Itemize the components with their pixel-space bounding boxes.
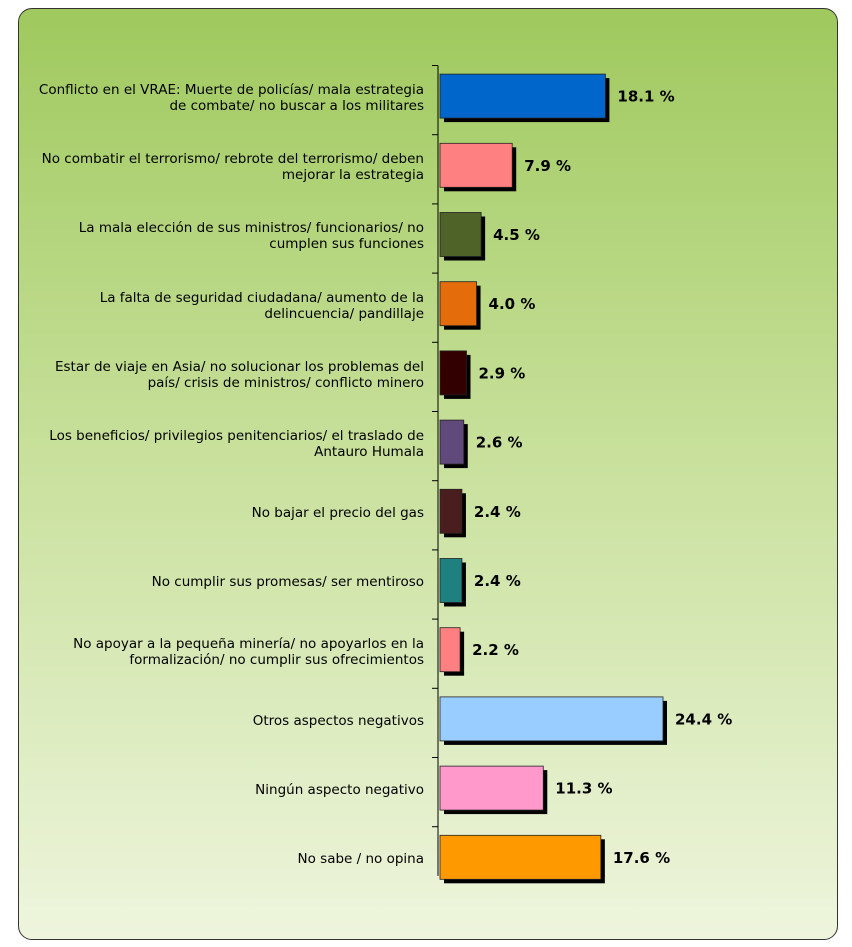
value-label: 2.4 % [474, 572, 521, 590]
bar [439, 834, 602, 880]
category-label: Ningún aspecto negativo [255, 782, 424, 799]
category-label: Estar de viaje en Asia/ no solucionar lo… [54, 358, 424, 391]
category-label-box: No bajar el precio del gas [22, 479, 424, 548]
bar [439, 627, 461, 673]
bar [439, 281, 477, 327]
category-label: Otros aspectos negativos [252, 712, 424, 729]
chart-panel [18, 8, 838, 940]
category-label-box: Los beneficios/ privilegios penitenciari… [22, 410, 424, 479]
value-label: 17.6 % [613, 849, 670, 867]
category-label: No combatir el terrorismo/ rebrote del t… [41, 151, 424, 184]
category-label-box: No combatir el terrorismo/ rebrote del t… [22, 133, 424, 202]
category-label: No bajar el precio del gas [251, 505, 424, 522]
bar [439, 488, 463, 534]
bar [439, 212, 482, 257]
value-label: 2.9 % [479, 364, 526, 382]
bar [439, 558, 463, 603]
value-label: 2.6 % [476, 434, 523, 452]
category-label-box: La falta de seguridad ciudadana/ aumento… [22, 271, 424, 340]
bar [439, 696, 664, 742]
bar [439, 350, 467, 396]
value-label: 7.9 % [524, 157, 571, 175]
value-label: 11.3 % [555, 780, 612, 798]
category-label: No apoyar a la pequeña minería/ no apoya… [73, 635, 424, 668]
value-label: 4.5 % [493, 226, 540, 244]
category-label-box: Ningún aspecto negativo [22, 756, 424, 825]
category-label-box: Otros aspectos negativos [22, 686, 424, 755]
bar [439, 419, 465, 465]
value-label: 2.2 % [472, 641, 519, 659]
category-label-box: La mala elección de sus ministros/ funci… [22, 202, 424, 271]
category-label-box: No apoyar a la pequeña minería/ no apoya… [22, 617, 424, 686]
value-label: 2.4 % [474, 503, 521, 521]
value-label: 24.4 % [675, 710, 732, 728]
category-label: La falta de seguridad ciudadana/ aumento… [99, 289, 424, 322]
category-label: Conflicto en el VRAE: Muerte de policías… [38, 82, 424, 115]
value-label: 4.0 % [489, 295, 536, 313]
category-label: No sabe / no opina [297, 851, 424, 868]
category-label-box: No cumplir sus promesas/ ser mentiroso [22, 548, 424, 617]
category-label-box: Estar de viaje en Asia/ no solucionar lo… [22, 340, 424, 409]
bar [439, 142, 513, 188]
category-label: La mala elección de sus ministros/ funci… [78, 220, 424, 253]
bar [439, 73, 606, 119]
category-label: Los beneficios/ privilegios penitenciari… [49, 428, 424, 461]
category-label-box: No sabe / no opina [22, 825, 424, 894]
category-label: No cumplir sus promesas/ ser mentiroso [151, 574, 424, 591]
bar [439, 765, 544, 811]
category-label-box: Conflicto en el VRAE: Muerte de policías… [22, 64, 424, 133]
value-label: 18.1 % [617, 88, 674, 106]
